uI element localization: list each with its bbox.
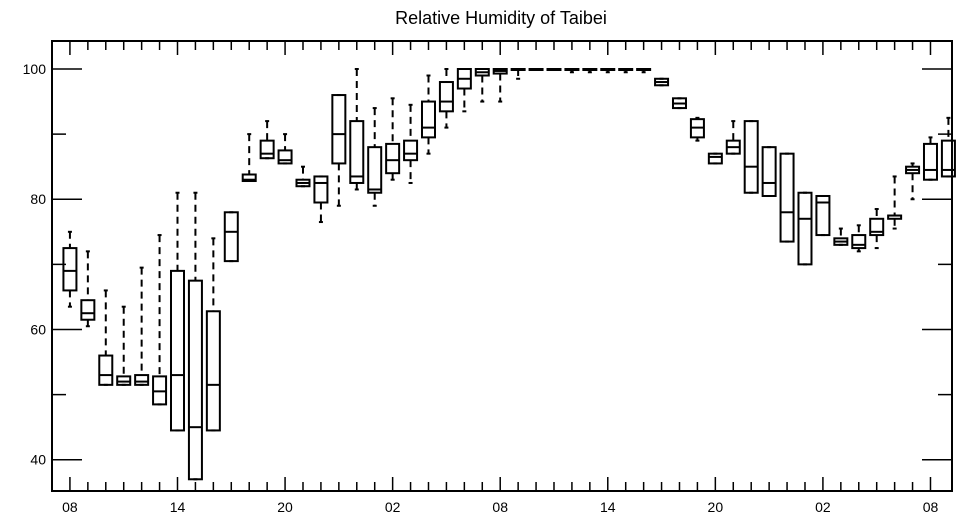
box-body: [277, 149, 293, 165]
box-item: [349, 68, 365, 191]
box-body: [438, 81, 454, 113]
y-tick-label: 60: [30, 321, 46, 337]
box-item: [582, 68, 598, 74]
box-item: [241, 133, 257, 183]
x-tick-label: 20: [708, 499, 724, 515]
box-item: [438, 68, 454, 129]
box-body: [349, 120, 365, 184]
box-item: [420, 74, 436, 155]
box-body: [815, 194, 831, 237]
box-item: [474, 68, 490, 103]
box-body: [869, 217, 885, 237]
box-item: [295, 165, 311, 188]
box-item: [707, 152, 723, 165]
box-item: [277, 133, 293, 165]
box-body: [851, 234, 867, 250]
box-item: [492, 68, 508, 103]
box-item: [98, 289, 114, 386]
x-tick-label: 08: [492, 499, 508, 515]
y-axis: 40 60 80 100: [23, 61, 952, 468]
box-item: [152, 234, 168, 406]
box-item: [205, 237, 221, 432]
box-item: [725, 120, 741, 155]
box-item: [385, 97, 401, 181]
box-item: [887, 175, 903, 230]
box-item: [618, 68, 634, 74]
box-body: [420, 100, 436, 139]
x-tick-label: 02: [815, 499, 831, 515]
box-item: [564, 68, 580, 74]
y-tick-label: 80: [30, 191, 46, 207]
box-item: [671, 97, 687, 110]
box-body: [367, 146, 383, 194]
box-item: [62, 230, 78, 308]
box-body: [259, 139, 275, 160]
box-item: [797, 191, 813, 266]
box-item: [922, 136, 938, 181]
box-series: [62, 68, 956, 481]
box-body: [134, 374, 150, 386]
box-item: [331, 94, 347, 207]
box-item: [815, 194, 831, 237]
box-item: [851, 224, 867, 253]
box-item: [116, 305, 132, 386]
x-tick-label: 08: [923, 499, 939, 515]
box-body: [169, 269, 185, 432]
box-item: [80, 250, 96, 328]
box-item: [528, 68, 544, 72]
box-item: [761, 146, 777, 197]
box-item: [600, 68, 616, 74]
box-body: [62, 247, 78, 292]
box-item: [636, 68, 652, 74]
box-body: [98, 354, 114, 386]
x-tick-label: 08: [62, 499, 78, 515]
box-item: [134, 266, 150, 386]
box-body: [385, 142, 401, 175]
x-tick-label: 20: [277, 499, 293, 515]
box-item: [313, 175, 329, 224]
x-tick-label: 14: [600, 499, 616, 515]
box-item: [833, 227, 849, 246]
x-tick-label: 02: [385, 499, 401, 515]
box-item: [223, 211, 239, 263]
box-body: [761, 146, 777, 197]
y-tick-label: 40: [30, 452, 46, 468]
box-body: [779, 152, 795, 243]
box-body: [223, 211, 239, 263]
box-item: [689, 116, 705, 142]
box-body: [922, 142, 938, 181]
box-body: [205, 310, 221, 432]
box-item: [367, 107, 383, 207]
box-item: [743, 120, 759, 194]
box-body: [241, 173, 257, 183]
y-tick-label: 100: [23, 61, 47, 77]
box-item: [456, 68, 472, 113]
x-tick-label: 14: [170, 499, 186, 515]
box-body: [331, 94, 347, 165]
box-item: [940, 116, 956, 178]
box-item: [905, 162, 921, 201]
box-item: [510, 68, 526, 80]
box-body: [707, 152, 723, 165]
box-body: [797, 191, 813, 266]
box-body: [187, 279, 203, 481]
box-body: [403, 139, 419, 162]
box-item: [187, 191, 203, 481]
box-item: [169, 191, 185, 432]
box-body: [80, 299, 96, 321]
box-item: [546, 68, 562, 72]
x-axis: 08 14 20 02 08 14 20 02 08: [62, 41, 938, 515]
plot-frame: [51, 40, 953, 492]
box-item: [779, 152, 795, 243]
box-body: [940, 139, 956, 178]
box-item: [654, 77, 670, 87]
chart-title: Relative Humidity of Taibei: [395, 8, 607, 28]
box-item: [869, 208, 885, 250]
box-item: [259, 120, 275, 160]
box-item: [403, 103, 419, 184]
box-body: [313, 175, 329, 204]
box-body: [743, 120, 759, 194]
